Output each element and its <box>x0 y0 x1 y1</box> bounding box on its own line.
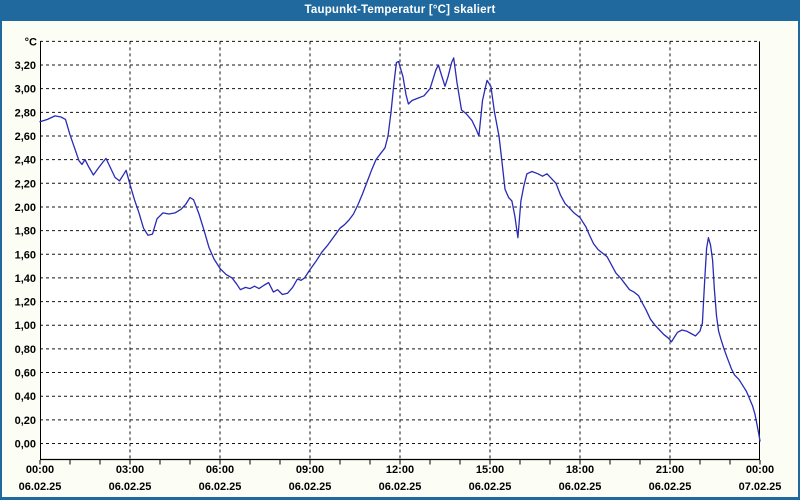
y-tick-label: 0,60 <box>15 368 36 380</box>
x-tick-date-label: 07.02.25 <box>739 481 782 493</box>
series-line-taupunkt-temperatur <box>39 57 761 442</box>
x-tick-date-label: 06.02.25 <box>469 481 512 493</box>
x-tick-time-label: 00:00 <box>26 464 54 476</box>
y-tick-label: 3,20 <box>15 60 36 72</box>
x-tick-date-label: 06.02.25 <box>19 481 62 493</box>
y-tick-label: 2,60 <box>15 131 36 143</box>
y-axis-unit-label: °C <box>25 36 37 48</box>
x-tick-time-label: 00:00 <box>746 464 774 476</box>
x-tick-date-label: 06.02.25 <box>199 481 242 493</box>
x-tick-time-label: 06:00 <box>206 464 234 476</box>
y-tick-label: 0,80 <box>15 344 36 356</box>
y-tick-label: 2,80 <box>15 107 36 119</box>
x-tick-time-label: 03:00 <box>116 464 144 476</box>
y-tick-label: 0,20 <box>15 415 36 427</box>
y-tick-label: 2,00 <box>15 202 36 214</box>
x-tick-time-label: 12:00 <box>386 464 414 476</box>
x-tick-date-label: 06.02.25 <box>379 481 422 493</box>
x-tick-date-label: 06.02.25 <box>649 481 692 493</box>
y-tick-label: 0,00 <box>15 439 36 451</box>
y-tick-label: 0,40 <box>15 391 36 403</box>
x-tick-date-label: 06.02.25 <box>109 481 152 493</box>
y-tick-label: 2,20 <box>15 178 36 190</box>
x-tick-date-label: 06.02.25 <box>559 481 602 493</box>
y-tick-label: 1,40 <box>15 273 36 285</box>
x-tick-time-label: 15:00 <box>476 464 504 476</box>
window-titlebar: Taupunkt-Temperatur [°C] skaliert <box>2 0 798 21</box>
x-tick-time-label: 21:00 <box>656 464 684 476</box>
y-tick-label: 1,80 <box>15 226 36 238</box>
y-tick-label: 1,60 <box>15 249 36 261</box>
x-tick-date-label: 06.02.25 <box>289 481 332 493</box>
y-tick-label: 3,00 <box>15 84 36 96</box>
x-tick-time-label: 18:00 <box>566 464 594 476</box>
y-tick-label: 1,00 <box>15 320 36 332</box>
window-title: Taupunkt-Temperatur [°C] skaliert <box>304 4 496 16</box>
x-tick-time-label: 09:00 <box>296 464 324 476</box>
y-tick-label: 2,40 <box>15 155 36 167</box>
y-tick-label: 1,20 <box>15 297 36 309</box>
